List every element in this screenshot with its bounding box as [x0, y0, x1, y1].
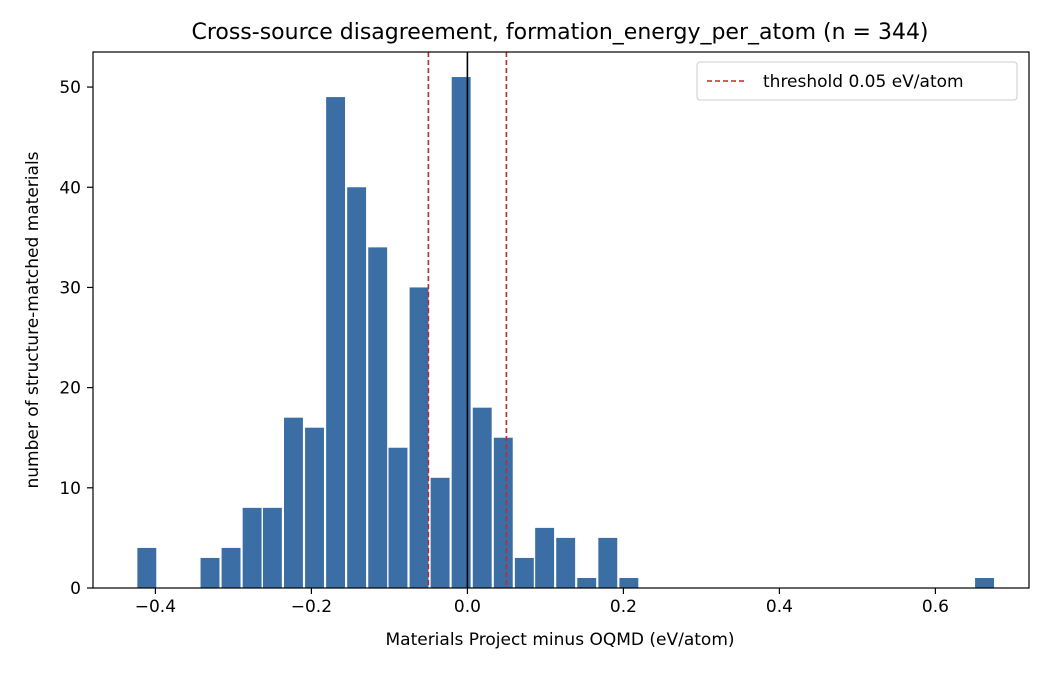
- histogram-bar: [262, 507, 282, 588]
- chart-title: Cross-source disagreement, formation_ene…: [191, 20, 928, 45]
- histogram-bar: [472, 407, 492, 588]
- legend-box: [696, 61, 1018, 101]
- histogram-bar: [535, 527, 555, 588]
- y-tick-label: 30: [59, 278, 81, 298]
- histogram-bar: [451, 77, 471, 589]
- x-tick-label: 0.4: [766, 597, 793, 617]
- y-tick-label: 10: [59, 479, 81, 499]
- legend-label: threshold 0.05 eV/atom: [763, 72, 964, 92]
- y-tick-label: 50: [59, 78, 81, 98]
- histogram-bar: [598, 537, 618, 588]
- x-tick-label: −0.4: [135, 597, 176, 617]
- histogram-bar: [619, 577, 639, 588]
- histogram-bar: [326, 97, 346, 589]
- x-tick-label: 0.2: [610, 597, 637, 617]
- x-tick-label: 0.0: [454, 597, 481, 617]
- histogram-bar: [305, 427, 324, 588]
- histogram-bar: [221, 547, 241, 588]
- x-axis-label: Materials Project minus OQMD (eV/atom): [385, 630, 734, 650]
- histogram-bar: [388, 447, 408, 588]
- histogram-bar: [556, 537, 576, 588]
- axes-frame: [92, 51, 1030, 589]
- histogram-bar: [514, 557, 534, 588]
- histogram-bar: [284, 417, 303, 588]
- histogram-bar: [368, 247, 388, 588]
- histogram-bar: [200, 557, 220, 588]
- histogram-bar: [347, 187, 367, 589]
- x-tick-label: 0.6: [922, 597, 949, 617]
- histogram-bar: [975, 577, 994, 588]
- x-tick-label: −0.2: [291, 597, 332, 617]
- histogram-bar: [242, 507, 262, 588]
- y-tick-label: 0: [70, 579, 81, 599]
- histogram-bar: [137, 547, 157, 588]
- y-tick-label: 40: [59, 178, 81, 198]
- y-axis-label: number of structure-matched materials: [23, 151, 43, 488]
- histogram-bar: [430, 477, 450, 588]
- legend: threshold 0.05 eV/atom: [696, 61, 1018, 101]
- histogram-bar: [409, 287, 429, 588]
- histogram-bar: [493, 437, 513, 588]
- plot-area: −0.4 −0.2 0.0 0.2 0.4 0.6 0 10 20 30 40 50: [59, 51, 1030, 617]
- histogram-bar: [577, 577, 597, 588]
- y-tick-label: 20: [59, 379, 81, 399]
